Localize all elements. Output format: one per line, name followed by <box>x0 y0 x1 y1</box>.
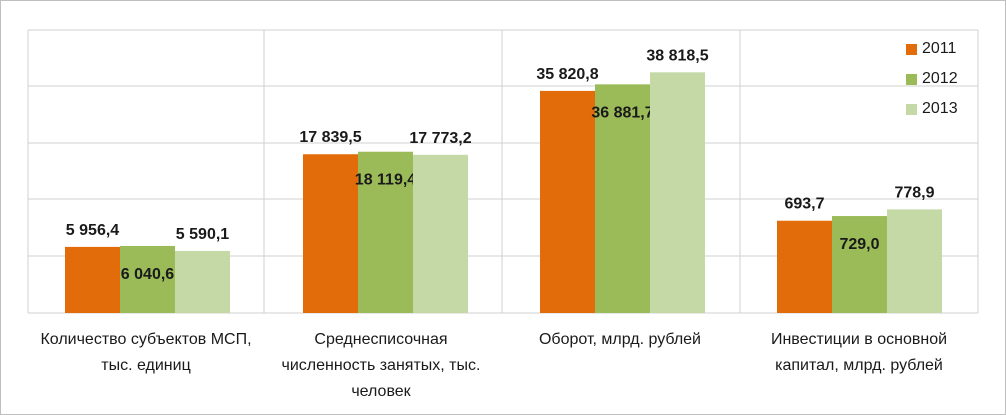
bar-2013-cat1 <box>413 154 468 313</box>
data-label-2013-cat3: 778,9 <box>894 184 934 201</box>
bar-2011-cat0 <box>65 246 120 313</box>
category-label-turnover: Оборот, млрд. рублей <box>538 331 701 348</box>
category-label-employment: Среднесписочная численность занятых, тыс… <box>281 331 481 400</box>
legend-item-2012: 2012 <box>906 64 958 94</box>
bar-2013-cat0 <box>175 250 230 313</box>
bar-2012-cat1 <box>358 151 413 313</box>
data-label-2013-cat2: 38 818,5 <box>646 47 708 64</box>
data-label-2011-cat0: 5 956,4 <box>66 222 119 239</box>
bar-2012-cat0 <box>120 245 175 313</box>
data-label-2013-cat1: 17 773,2 <box>409 130 471 147</box>
legend-swatch-2013 <box>906 103 917 115</box>
legend-label-2011: 2011 <box>922 40 957 57</box>
data-label-2012-cat1: 18 119,4 <box>355 172 417 189</box>
data-label-2011-cat1: 17 839,5 <box>299 129 361 146</box>
bar-2013-cat3 <box>887 209 942 313</box>
data-label-2012-cat2: 36 881,7 <box>591 104 653 121</box>
bar-2013-cat2 <box>650 72 705 313</box>
data-label-2011-cat2: 35 820,8 <box>536 66 598 83</box>
category-label-smp-count: Количество субъектов МСП, тыс. единиц <box>40 331 252 374</box>
data-label-2012-cat3: 729,0 <box>839 236 879 253</box>
legend-item-2013: 2013 <box>906 94 958 124</box>
bar-2012-cat2 <box>595 84 650 313</box>
legend: 2011 2012 2013 <box>906 34 958 124</box>
bar-2011-cat1 <box>303 154 358 313</box>
bar-2011-cat3 <box>777 220 832 313</box>
data-label-2012-cat0: 6 040,6 <box>121 266 174 283</box>
legend-swatch-2012 <box>906 73 917 85</box>
data-label-2011-cat3: 693,7 <box>784 196 824 213</box>
data-label-2013-cat0: 5 590,1 <box>176 226 229 243</box>
bar-2012-cat3 <box>832 216 887 313</box>
legend-label-2013: 2013 <box>922 100 958 117</box>
legend-label-2012: 2012 <box>922 70 958 87</box>
bar-2011-cat2 <box>540 90 595 313</box>
legend-swatch-2011 <box>906 43 917 55</box>
category-label-investment: Инвестиции в основной капитал, млрд. руб… <box>770 331 948 374</box>
legend-item-2011: 2011 <box>906 34 958 64</box>
